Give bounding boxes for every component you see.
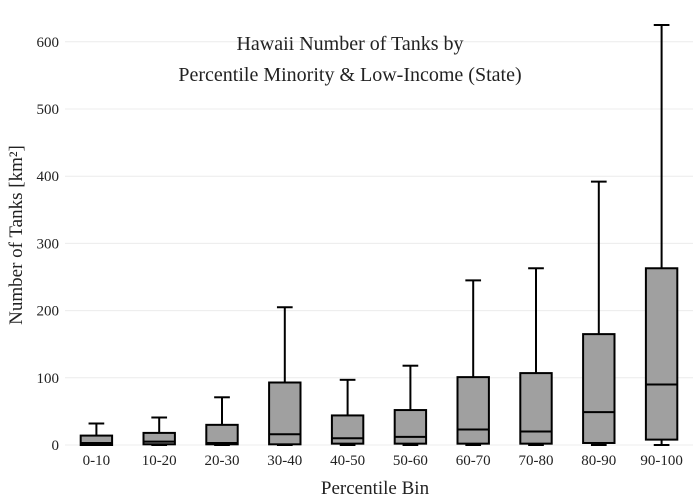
x-tick-label-90-100: 90-100 bbox=[640, 453, 683, 469]
iqr-box bbox=[205, 423, 239, 446]
x-tick-label-80-90: 80-90 bbox=[581, 453, 616, 469]
y-tick-label-0: 0 bbox=[52, 438, 60, 454]
y-axis-ticks: 0 100 200 300 400 500 600 bbox=[37, 35, 60, 454]
x-tick-label-60-70: 60-70 bbox=[456, 453, 491, 469]
box-90-100 bbox=[644, 24, 679, 446]
iqr-box bbox=[644, 267, 679, 441]
iqr-box bbox=[330, 414, 365, 445]
chart-title-line-2: Percentile Minority & Low-Income (State) bbox=[178, 64, 521, 86]
box-0-10 bbox=[79, 422, 114, 447]
box-30-40 bbox=[268, 306, 302, 446]
x-axis-label: Percentile Bin bbox=[321, 478, 430, 499]
y-tick-label-200: 200 bbox=[37, 304, 60, 320]
x-tick-label-70-80: 70-80 bbox=[519, 453, 554, 469]
box-60-70 bbox=[456, 279, 490, 446]
y-tick-label-100: 100 bbox=[37, 371, 60, 387]
y-tick-label-600: 600 bbox=[37, 35, 60, 51]
iqr-box bbox=[142, 431, 176, 446]
iqr-box bbox=[456, 376, 490, 445]
y-tick-label-400: 400 bbox=[37, 169, 60, 185]
iqr-box bbox=[79, 434, 114, 447]
y-tick-label-500: 500 bbox=[37, 102, 60, 118]
x-tick-label-50-60: 50-60 bbox=[393, 453, 428, 469]
x-tick-label-20-30: 20-30 bbox=[205, 453, 240, 469]
chart-title-line-1: Hawaii Number of Tanks by bbox=[236, 33, 463, 55]
y-tick-label-300: 300 bbox=[37, 236, 60, 252]
iqr-box bbox=[519, 372, 553, 445]
gridlines bbox=[65, 41, 693, 446]
x-axis-ticks: 0-10 10-20 20-30 30-40 40-50 50-60 60-70 70-80 8… bbox=[83, 453, 683, 469]
box-50-60 bbox=[393, 364, 428, 446]
iqr-box bbox=[582, 333, 616, 444]
box-20-30 bbox=[205, 396, 239, 446]
box-series bbox=[79, 24, 679, 447]
box-80-90 bbox=[582, 180, 616, 446]
box-10-20 bbox=[142, 416, 176, 446]
x-tick-label-10-20: 10-20 bbox=[142, 453, 177, 469]
box-70-80 bbox=[519, 267, 553, 446]
x-tick-label-30-40: 30-40 bbox=[267, 453, 302, 469]
iqr-box bbox=[393, 409, 428, 445]
y-axis-label: Number of Tanks [km²] bbox=[6, 145, 27, 325]
box-40-50 bbox=[330, 378, 365, 446]
x-tick-label-0-10: 0-10 bbox=[83, 453, 111, 469]
x-tick-label-40-50: 40-50 bbox=[330, 453, 365, 469]
